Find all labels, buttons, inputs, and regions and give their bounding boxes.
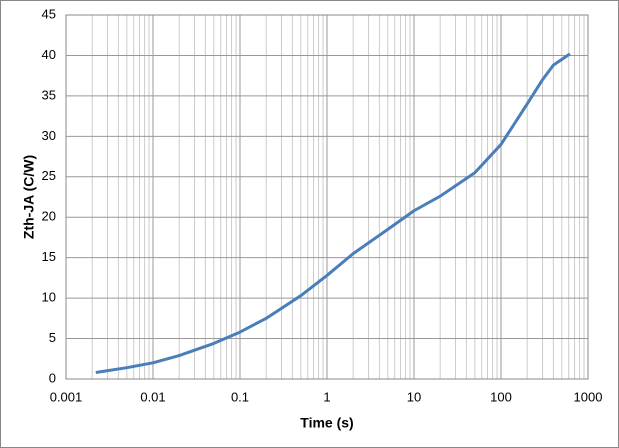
y-tick-label: 45 [42, 6, 56, 21]
y-tick-label: 5 [49, 330, 56, 345]
plot-border [65, 14, 589, 380]
y-tick-label: 25 [42, 168, 56, 183]
x-tick-label: 1 [323, 389, 330, 404]
y-tick-label: 30 [42, 128, 56, 143]
x-tick-label: 0.01 [140, 389, 165, 404]
x-tick-label: 1000 [574, 389, 603, 404]
y-tick-label: 20 [42, 209, 56, 224]
x-tick-label: 0.001 [50, 389, 83, 404]
x-axis-title: Time (s) [300, 415, 353, 431]
y-tick-label: 35 [42, 87, 56, 102]
y-axis-title: Zth-JA (C/W) [21, 155, 37, 239]
x-tick-label: 0.1 [231, 389, 249, 404]
x-tick-label: 100 [490, 389, 512, 404]
y-tick-label: 40 [42, 47, 56, 62]
y-tick-label: 10 [42, 290, 56, 305]
y-tick-label: 0 [49, 370, 56, 385]
y-tick-label: 15 [42, 249, 56, 264]
x-tick-label: 10 [407, 389, 421, 404]
data-line [95, 52, 571, 375]
